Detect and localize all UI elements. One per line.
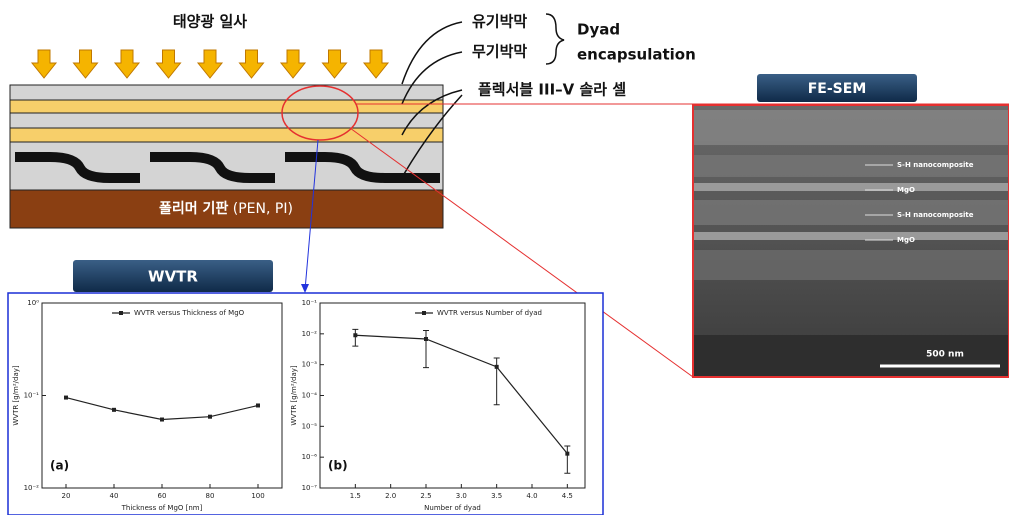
sun-arrow bbox=[364, 50, 388, 78]
sun-arrow bbox=[32, 50, 56, 78]
y-tick-label: 10⁻⁴ bbox=[302, 392, 318, 400]
data-point bbox=[353, 333, 357, 337]
y-tick-label: 10⁻⁶ bbox=[302, 453, 318, 461]
data-point bbox=[64, 396, 68, 400]
y-axis-title: WVTR [g/m²/day] bbox=[290, 365, 298, 425]
brace bbox=[546, 14, 564, 64]
sun-arrow bbox=[198, 50, 222, 78]
y-tick-label: 10⁻⁵ bbox=[302, 422, 318, 430]
data-point bbox=[208, 415, 212, 419]
x-tick-label: 4.0 bbox=[526, 492, 537, 500]
sem-label: S-H nanocomposite bbox=[897, 211, 974, 219]
y-axis-title: WVTR [g/m²/day] bbox=[12, 365, 20, 425]
scale-bar-label: 500 nm bbox=[926, 350, 964, 360]
dyad-label: encapsulation bbox=[577, 46, 696, 64]
x-tick-label: 2.0 bbox=[385, 492, 396, 500]
sun-arrow bbox=[240, 50, 264, 78]
x-tick-label: 4.5 bbox=[562, 492, 573, 500]
data-point bbox=[424, 337, 428, 341]
sem-label: S-H nanocomposite bbox=[897, 161, 974, 169]
x-tick-label: 2.5 bbox=[420, 492, 431, 500]
data-point bbox=[565, 452, 569, 456]
x-axis-title: Thickness of MgO [nm] bbox=[121, 504, 203, 512]
x-tick-label: 60 bbox=[158, 492, 167, 500]
sem-button-label: FE-SEM bbox=[808, 81, 867, 97]
sem-label: MgO bbox=[897, 236, 915, 244]
data-point bbox=[112, 408, 116, 412]
y-tick-label: 10⁰ bbox=[27, 299, 39, 307]
panel-label: (b) bbox=[328, 459, 348, 473]
substrate-note: (PEN, PI) bbox=[233, 201, 293, 217]
legend-label: WVTR versus Thickness of MgO bbox=[134, 309, 245, 317]
x-axis-title: Number of dyad bbox=[424, 504, 481, 512]
y-tick-label: 10⁻¹ bbox=[24, 392, 40, 400]
y-tick-label: 10⁻² bbox=[24, 484, 40, 492]
data-point bbox=[256, 403, 260, 407]
x-tick-label: 100 bbox=[251, 492, 264, 500]
x-tick-label: 1.5 bbox=[350, 492, 361, 500]
sem-image bbox=[693, 105, 1009, 377]
wvtr-frame bbox=[8, 293, 603, 515]
organic-label: 유기박막 bbox=[472, 13, 527, 31]
sun-arrows bbox=[32, 50, 388, 78]
layer-stack: 폴리머 기판 (PEN, PI) bbox=[10, 85, 443, 228]
substrate-name: 폴리머 기판 bbox=[159, 201, 228, 217]
dyad-label: Dyad bbox=[577, 21, 620, 39]
y-tick-label: 10⁻² bbox=[302, 330, 318, 338]
sun-arrow bbox=[281, 50, 305, 78]
link-arrow bbox=[301, 284, 309, 293]
sun-arrow bbox=[74, 50, 98, 78]
sunlight-label: 태양광 일사 bbox=[173, 13, 247, 31]
data-point bbox=[495, 365, 499, 369]
legend-label: WVTR versus Number of dyad bbox=[437, 309, 542, 317]
legend-swatch bbox=[422, 311, 426, 315]
x-tick-label: 3.0 bbox=[456, 492, 467, 500]
inorganic-label: 무기박막 bbox=[472, 43, 527, 61]
x-tick-label: 20 bbox=[62, 492, 71, 500]
data-point bbox=[160, 418, 164, 422]
x-tick-label: 40 bbox=[110, 492, 119, 500]
page: 태양광 일사 폴리머 기판 (PEN, PI) 유기박막 무기박막 Dyad e… bbox=[0, 0, 1009, 515]
sun-arrow bbox=[157, 50, 181, 78]
wvtr-button-label: WVTR bbox=[148, 268, 198, 286]
y-tick-label: 10⁻⁷ bbox=[302, 484, 318, 492]
panel-label: (a) bbox=[50, 459, 69, 473]
y-tick-label: 10⁻¹ bbox=[302, 299, 318, 307]
sun-arrow bbox=[323, 50, 347, 78]
sun-arrow bbox=[115, 50, 139, 78]
sem-label: MgO bbox=[897, 186, 915, 194]
x-tick-label: 80 bbox=[206, 492, 215, 500]
substrate-label: 폴리머 기판 (PEN, PI) bbox=[159, 201, 293, 217]
x-tick-label: 3.5 bbox=[491, 492, 502, 500]
legend-swatch bbox=[119, 311, 123, 315]
solar-cell-label: 플렉서블 III–V 솔라 셀 bbox=[478, 81, 626, 99]
y-tick-label: 10⁻³ bbox=[302, 361, 318, 369]
